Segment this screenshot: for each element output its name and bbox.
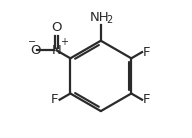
Text: F: F [51,93,59,106]
Text: +: + [60,37,69,47]
Text: N: N [52,44,61,57]
Text: F: F [143,46,151,59]
Text: F: F [143,93,151,106]
Text: −: − [28,37,36,47]
Text: O: O [30,44,41,57]
Text: 2: 2 [107,15,113,25]
Text: O: O [51,21,62,34]
Text: NH: NH [90,11,110,24]
